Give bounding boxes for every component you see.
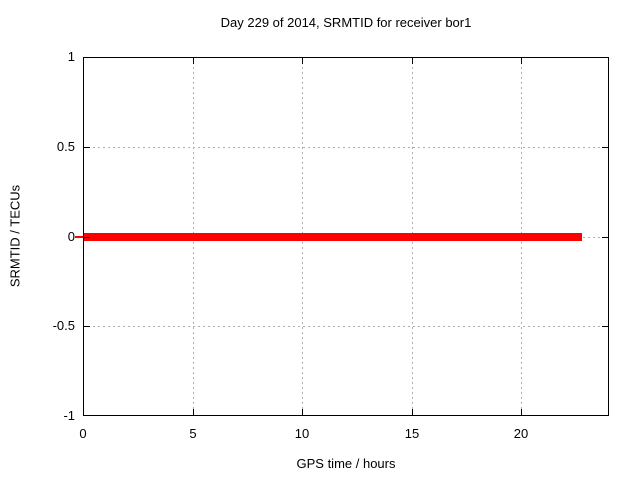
y-tick-left xyxy=(84,147,90,148)
h-gridline xyxy=(83,326,609,327)
y-tick-left xyxy=(84,326,90,327)
y-tick-label: -0.5 xyxy=(52,318,75,333)
x-tick-bottom xyxy=(521,409,522,415)
y-tick-right xyxy=(602,147,608,148)
x-tick-bottom xyxy=(302,409,303,415)
plot-border xyxy=(83,57,609,416)
line-start-cap xyxy=(75,236,83,238)
y-tick-left xyxy=(84,237,90,238)
data-line-srmtid xyxy=(83,233,582,241)
x-axis-label: GPS time / hours xyxy=(296,456,396,471)
y-axis-label: SRMTID / TECUs xyxy=(7,184,23,288)
x-tick-top xyxy=(193,58,194,64)
x-tick-label: 0 xyxy=(79,426,87,441)
x-tick-top xyxy=(412,58,413,64)
y-tick-label: 0 xyxy=(67,229,75,244)
x-tick-label: 5 xyxy=(189,426,197,441)
x-tick-top xyxy=(302,58,303,64)
chart-title: Day 229 of 2014, SRMTID for receiver bor… xyxy=(220,15,472,30)
h-gridline xyxy=(83,147,609,148)
x-tick-label: 10 xyxy=(294,426,310,441)
x-tick-top xyxy=(521,58,522,64)
y-tick-label: 0.5 xyxy=(56,139,75,154)
y-tick-right xyxy=(602,326,608,327)
y-tick-label: -1 xyxy=(63,408,75,423)
y-tick-right xyxy=(602,237,608,238)
y-tick-label: 1 xyxy=(67,49,75,64)
x-tick-bottom xyxy=(193,409,194,415)
x-tick-label: 15 xyxy=(404,426,420,441)
x-tick-label: 20 xyxy=(513,426,529,441)
x-tick-bottom xyxy=(412,409,413,415)
